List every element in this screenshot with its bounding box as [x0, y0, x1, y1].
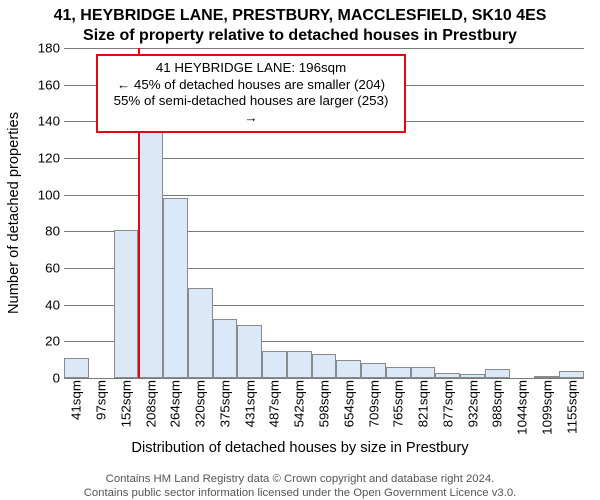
histogram-bar	[262, 351, 287, 379]
histogram-bar	[213, 319, 238, 378]
histogram-bar	[559, 371, 584, 378]
histogram-bar	[411, 367, 436, 378]
x-tick-label: 932sqm	[465, 380, 480, 427]
histogram-bar	[336, 360, 361, 378]
y-tick-label: 20	[20, 334, 60, 349]
annotation-box: 41 HEYBRIDGE LANE: 196sqm ← 45% of detac…	[96, 54, 406, 133]
x-tick-label: 431sqm	[242, 380, 257, 427]
histogram-bar	[287, 351, 312, 379]
footer-line2: Contains public sector information licen…	[84, 486, 517, 500]
y-tick-label: 160	[20, 77, 60, 92]
histogram-bar	[64, 358, 89, 378]
x-tick-label: 487sqm	[267, 380, 282, 427]
footer-line1: Contains HM Land Registry data © Crown c…	[84, 472, 517, 486]
x-tick-label: 542sqm	[292, 380, 307, 427]
histogram-bar	[138, 112, 163, 378]
histogram-bar	[114, 230, 139, 379]
x-tick-label: 208sqm	[143, 380, 158, 427]
x-tick-label: 821sqm	[416, 380, 431, 427]
y-tick-label: 180	[20, 41, 60, 56]
x-tick-label: 97sqm	[94, 380, 109, 420]
x-axis-title: Distribution of detached houses by size …	[131, 440, 468, 456]
x-tick-label: 375sqm	[217, 380, 232, 427]
y-tick-label: 100	[20, 187, 60, 202]
y-tick-label: 120	[20, 151, 60, 166]
annotation-line1: 41 HEYBRIDGE LANE: 196sqm	[106, 60, 396, 77]
x-tick-label: 1099sqm	[539, 380, 554, 435]
histogram-bar	[188, 288, 213, 378]
histogram-bar	[386, 367, 411, 378]
annotation-line2: ← 45% of detached houses are smaller (20…	[106, 77, 396, 94]
x-tick-label: 1155sqm	[564, 380, 579, 434]
y-axis-area: 020406080100120140160180	[0, 48, 64, 378]
histogram-bar	[312, 354, 337, 378]
x-tick-label: 1044sqm	[515, 380, 530, 435]
histogram-bar	[163, 198, 188, 378]
histogram-bar	[237, 325, 262, 378]
footer-note: Contains HM Land Registry data © Crown c…	[84, 472, 517, 500]
y-tick-label: 60	[20, 261, 60, 276]
x-tick-label: 709sqm	[366, 380, 381, 427]
x-ticks-layer: 41sqm 97sqm 152sqm 208sqm 264sqm 320sqm 375sqm…	[64, 378, 584, 438]
title-line1: 41, HEYBRIDGE LANE, PRESTBURY, MACCLESFI…	[0, 6, 600, 26]
x-tick-label: 598sqm	[317, 380, 332, 427]
x-tick-label: 41sqm	[69, 380, 84, 420]
chart-container: 41, HEYBRIDGE LANE, PRESTBURY, MACCLESFI…	[0, 0, 600, 500]
x-tick-label: 877sqm	[440, 380, 455, 427]
x-tick-label: 988sqm	[490, 380, 505, 427]
y-tick-label: 80	[20, 224, 60, 239]
x-tick-label: 152sqm	[118, 380, 133, 427]
x-tick-label: 654sqm	[341, 380, 356, 427]
histogram-bar	[485, 369, 510, 378]
histogram-bar	[361, 363, 386, 378]
titles: 41, HEYBRIDGE LANE, PRESTBURY, MACCLESFI…	[0, 0, 600, 46]
y-tick-label: 0	[20, 371, 60, 386]
x-tick-label: 320sqm	[193, 380, 208, 427]
y-tick-label: 40	[20, 297, 60, 312]
y-tick-label: 140	[20, 114, 60, 129]
title-line2: Size of property relative to detached ho…	[0, 26, 600, 46]
annotation-line3: 55% of semi-detached houses are larger (…	[106, 93, 396, 126]
x-tick-label: 264sqm	[168, 380, 183, 427]
x-tick-label: 765sqm	[391, 380, 406, 427]
